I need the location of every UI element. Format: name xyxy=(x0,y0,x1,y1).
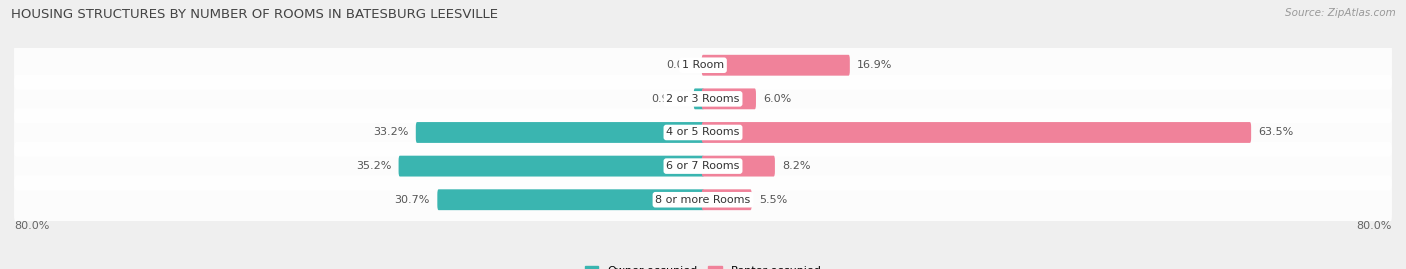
Text: 63.5%: 63.5% xyxy=(1258,128,1294,137)
FancyBboxPatch shape xyxy=(437,189,704,210)
FancyBboxPatch shape xyxy=(702,189,752,210)
FancyBboxPatch shape xyxy=(702,122,1251,143)
FancyBboxPatch shape xyxy=(702,55,849,76)
Text: 0.93%: 0.93% xyxy=(651,94,686,104)
FancyBboxPatch shape xyxy=(14,75,1392,123)
FancyBboxPatch shape xyxy=(702,156,775,176)
FancyBboxPatch shape xyxy=(14,108,1392,157)
Text: 80.0%: 80.0% xyxy=(1357,221,1392,231)
Legend: Owner-occupied, Renter-occupied: Owner-occupied, Renter-occupied xyxy=(581,261,825,269)
Text: 1 Room: 1 Room xyxy=(682,60,724,70)
Text: 30.7%: 30.7% xyxy=(395,195,430,205)
FancyBboxPatch shape xyxy=(398,156,704,176)
Text: 5.5%: 5.5% xyxy=(759,195,787,205)
Text: 6.0%: 6.0% xyxy=(763,94,792,104)
Text: 33.2%: 33.2% xyxy=(373,128,409,137)
Text: 0.0%: 0.0% xyxy=(666,60,695,70)
Text: 8 or more Rooms: 8 or more Rooms xyxy=(655,195,751,205)
FancyBboxPatch shape xyxy=(14,41,1392,89)
FancyBboxPatch shape xyxy=(693,89,704,109)
FancyBboxPatch shape xyxy=(702,89,756,109)
FancyBboxPatch shape xyxy=(416,122,704,143)
Text: 16.9%: 16.9% xyxy=(858,60,893,70)
Text: Source: ZipAtlas.com: Source: ZipAtlas.com xyxy=(1285,8,1396,18)
Text: HOUSING STRUCTURES BY NUMBER OF ROOMS IN BATESBURG LEESVILLE: HOUSING STRUCTURES BY NUMBER OF ROOMS IN… xyxy=(11,8,498,21)
Text: 4 or 5 Rooms: 4 or 5 Rooms xyxy=(666,128,740,137)
Text: 6 or 7 Rooms: 6 or 7 Rooms xyxy=(666,161,740,171)
Text: 80.0%: 80.0% xyxy=(14,221,49,231)
FancyBboxPatch shape xyxy=(14,142,1392,190)
Text: 35.2%: 35.2% xyxy=(356,161,391,171)
Text: 2 or 3 Rooms: 2 or 3 Rooms xyxy=(666,94,740,104)
Text: 8.2%: 8.2% xyxy=(782,161,811,171)
FancyBboxPatch shape xyxy=(14,175,1392,224)
